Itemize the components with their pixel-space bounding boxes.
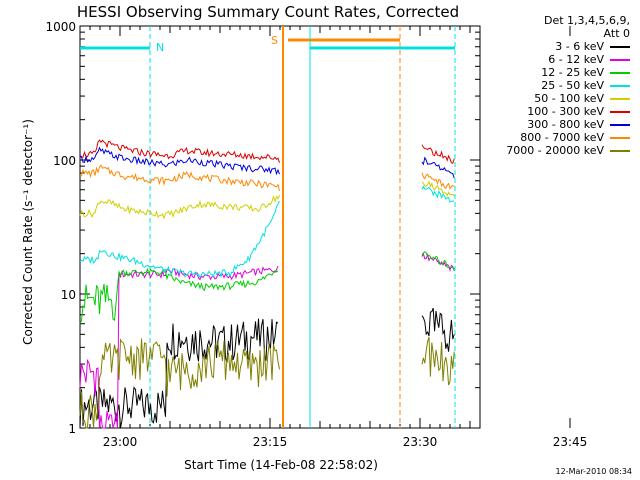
legend-entry: 25 - 50 keV: [482, 79, 630, 92]
legend-swatch: [610, 136, 630, 139]
legend-entry: 300 - 800 keV: [482, 118, 630, 131]
series-line: [79, 200, 280, 279]
legend-entry: 50 - 100 keV: [482, 92, 630, 105]
legend-entry: 12 - 25 keV: [482, 66, 630, 79]
series-line: [79, 318, 279, 429]
series-line: [79, 146, 280, 176]
legend-swatch: [610, 45, 630, 48]
legend-entry-label: 25 - 50 keV: [541, 79, 604, 92]
series-line: [79, 164, 280, 192]
legend: Det 1,3,4,5,6,9, Att 0 3 - 6 keV 6 - 12 k…: [482, 14, 630, 157]
legend-entry: 800 - 7000 keV: [482, 131, 630, 144]
legend-entry-label: 3 - 6 keV: [555, 40, 604, 53]
series-line-after-gap: [421, 156, 455, 179]
series-line: [79, 139, 280, 163]
x-tick-label: 23:00: [103, 435, 138, 449]
legend-swatch: [610, 123, 630, 126]
legend-swatch: [610, 71, 630, 74]
y-tick-label: 1000: [45, 20, 76, 34]
legend-entry-label: 100 - 300 keV: [527, 105, 604, 118]
x-tick-label: 23:15: [253, 435, 288, 449]
series-line-after-gap: [421, 172, 455, 190]
x-tick-label: 23:45: [553, 435, 588, 449]
series-line-after-gap: [421, 336, 455, 386]
series-line: [79, 265, 279, 429]
chart-title: HESSI Observing Summary Count Rates, Cor…: [77, 3, 459, 21]
series-line: [79, 194, 280, 220]
series-line-after-gap: [421, 251, 455, 271]
legend-entry-label: 300 - 800 keV: [527, 118, 604, 131]
legend-entry-label: 800 - 7000 keV: [520, 131, 604, 144]
legend-header-line-1: Det 1,3,4,5,6,9,: [543, 14, 630, 27]
series-line: [79, 267, 279, 324]
legend-entry: 6 - 12 keV: [482, 53, 630, 66]
legend-swatch: [610, 110, 630, 113]
x-axis-label: Start Time (14-Feb-08 22:58:02): [184, 458, 378, 472]
legend-entry: 7000 - 20000 keV: [482, 144, 630, 157]
legend-entry-label: 7000 - 20000 keV: [506, 144, 604, 157]
series-line-after-gap: [421, 307, 455, 352]
legend-swatch: [610, 149, 630, 152]
x-tick-label: 23:30: [403, 435, 438, 449]
series-line: [79, 338, 280, 429]
legend-entry-label: 6 - 12 keV: [548, 53, 604, 66]
legend-swatch: [610, 97, 630, 100]
plot-area: 110100100023:0023:1523:3023:4500:0000:15…: [45, 20, 588, 449]
saa-marker: S: [271, 34, 278, 47]
night-marker: N: [156, 41, 164, 54]
y-axis-label: Corrected Count Rate (s⁻¹ detector⁻¹): [21, 119, 35, 345]
series-line-after-gap: [421, 144, 455, 164]
legend-swatch: [610, 58, 630, 61]
legend-entry: 100 - 300 keV: [482, 105, 630, 118]
series-line-after-gap: [421, 185, 455, 203]
y-tick-label: 1: [68, 422, 76, 436]
y-tick-label: 10: [61, 288, 76, 302]
legend-entry-label: 12 - 25 keV: [541, 66, 604, 79]
legend-entry-label: 50 - 100 keV: [534, 92, 604, 105]
legend-swatch: [610, 84, 630, 87]
y-tick-label: 100: [53, 154, 76, 168]
generation-timestamp: 12-Mar-2010 08:34: [555, 467, 633, 476]
series-line-after-gap: [421, 180, 455, 197]
legend-header-line-2: Att 0: [603, 27, 630, 40]
legend-entry: 3 - 6 keV: [482, 40, 630, 53]
